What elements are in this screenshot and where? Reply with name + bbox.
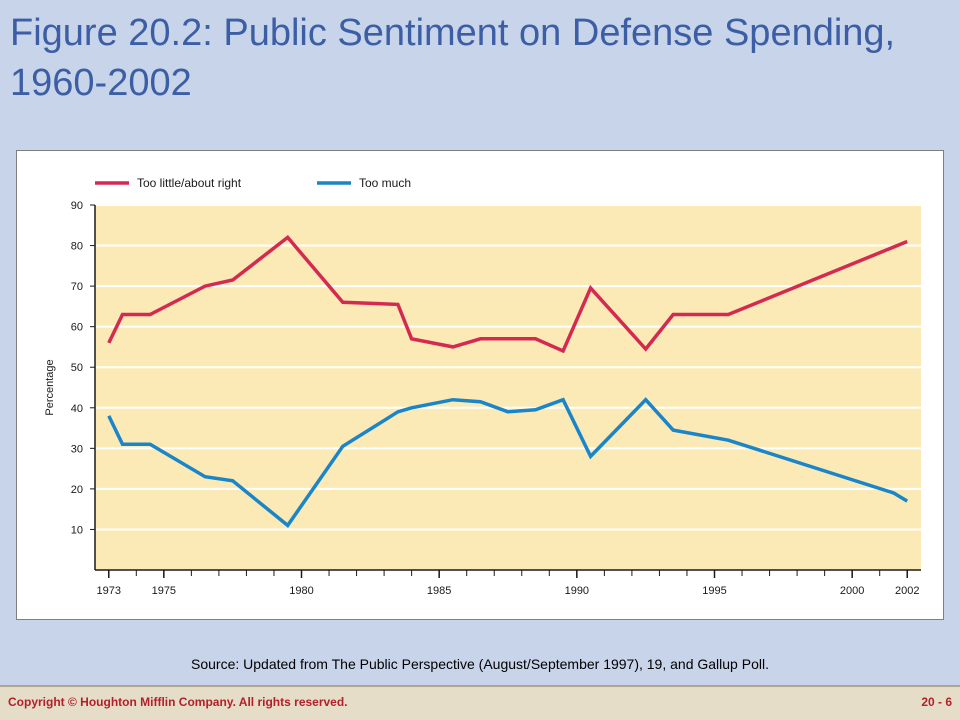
x-tick-label: 1975 — [152, 585, 176, 597]
series-line-too-much — [107, 397, 909, 528]
y-tick-label: 10 — [71, 524, 83, 536]
x-tick-label: 1973 — [97, 585, 121, 597]
y-tick-label: 80 — [71, 241, 83, 253]
x-tick-label: 1980 — [289, 585, 313, 597]
x-tick-label: 1990 — [565, 585, 589, 597]
legend-label: Too little/about right — [137, 176, 242, 190]
footer-bar: Copyright © Houghton Mifflin Company. Al… — [0, 685, 960, 720]
plot-area — [95, 205, 921, 570]
copyright-text: Copyright © Houghton Mifflin Company. Al… — [8, 695, 348, 709]
y-tick-label: 20 — [71, 484, 83, 496]
x-tick-label: 2002 — [895, 585, 919, 597]
slide-title: Figure 20.2: Public Sentiment on Defense… — [10, 12, 896, 104]
legend-label: Too much — [359, 176, 411, 190]
source-note: Source: Updated from The Public Perspect… — [191, 656, 769, 672]
page-number: 20 - 6 — [921, 695, 952, 709]
y-tick-label: 70 — [71, 281, 83, 293]
y-tick-label: 60 — [71, 322, 83, 334]
series-line-too-little-about-right — [107, 234, 908, 354]
x-tick-label: 2000 — [840, 585, 864, 597]
x-tick-label: 1985 — [427, 585, 451, 597]
chart-panel: 10 20 30 40 50 60 70 80 90 1973 1975 1980 1985 1990 19… — [16, 150, 944, 620]
y-tick-label: 40 — [71, 403, 83, 415]
y-tick-label: 50 — [71, 362, 83, 374]
x-tick-label: 1995 — [702, 585, 726, 597]
y-tick-label: 30 — [71, 443, 83, 455]
line-chart: 10 20 30 40 50 60 70 80 90 1973 1975 1980 1985 1990 19… — [44, 176, 921, 597]
y-tick-label: 90 — [71, 200, 83, 212]
y-axis-label: Percentage — [44, 359, 56, 415]
